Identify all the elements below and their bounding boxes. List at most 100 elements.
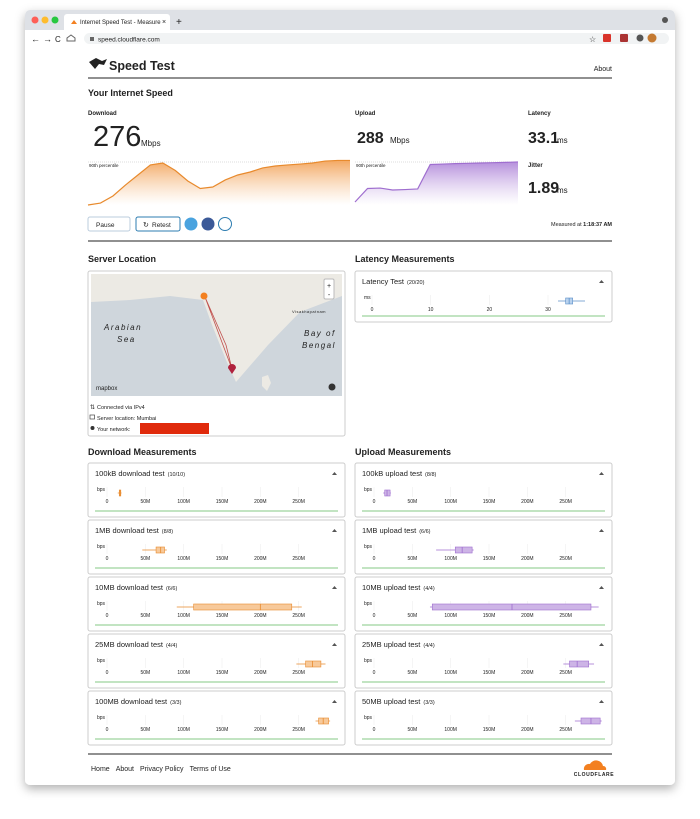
zoom-button[interactable] (51, 16, 59, 24)
reload[interactable]: C (55, 35, 61, 44)
address-bar[interactable] (84, 33, 669, 44)
tick-label: 0 (106, 499, 109, 505)
tick-label: 0 (106, 613, 109, 619)
tab-bar (25, 10, 675, 30)
collapse-toggle[interactable] (332, 586, 337, 589)
tick-label: 200M (521, 499, 534, 505)
browser-menu[interactable] (662, 17, 668, 23)
measurement-panel (354, 270, 613, 323)
tick-label: 0 (373, 727, 376, 733)
server-marker (200, 292, 208, 300)
box (193, 603, 293, 611)
info-icon: ⇅ (90, 405, 95, 411)
collapse-toggle[interactable] (332, 700, 337, 703)
panel-count: (20/20) (407, 280, 425, 286)
collapse-toggle[interactable] (599, 472, 604, 475)
axis-unit: bps (364, 601, 373, 607)
back[interactable]: ← (31, 34, 40, 44)
tick-label: 100M (177, 727, 190, 733)
collapse-toggle[interactable] (332, 472, 337, 475)
metric-unit: Mbps (390, 136, 410, 145)
profile[interactable] (647, 33, 657, 43)
footer-link[interactable]: Terms of Use (190, 766, 231, 773)
tick-label: 250M (559, 727, 572, 733)
collapse-toggle[interactable] (332, 529, 337, 532)
axis-unit: ms (364, 295, 371, 301)
zoom-in[interactable]: + (327, 283, 331, 290)
tick-label: 150M (216, 670, 229, 676)
metric-value: 33.1 (528, 130, 559, 147)
tick-label: 0 (373, 613, 376, 619)
collapse-toggle[interactable] (599, 643, 604, 646)
tick-label: 250M (559, 499, 572, 505)
zoom-control[interactable] (323, 278, 335, 300)
percentile-label: 90th percentile (89, 163, 119, 168)
footer-link[interactable]: Privacy Policy (140, 766, 184, 773)
measurement-panel (354, 519, 613, 575)
tick-label: 200M (521, 727, 534, 733)
close-button[interactable] (31, 16, 39, 24)
tick-label: 200M (521, 556, 534, 562)
tick-label: 200M (254, 727, 267, 733)
info-line: Connected via IPv4 (97, 405, 145, 411)
tick-label: 50M (407, 613, 417, 619)
tick-label: 250M (559, 556, 572, 562)
collapse-toggle[interactable] (332, 643, 337, 646)
collapse-toggle[interactable] (599, 586, 604, 589)
tab[interactable] (64, 14, 170, 30)
percentile-label: 90th percentile (356, 163, 386, 168)
metric-label: Download (88, 111, 117, 117)
metric-unit: ms (557, 186, 568, 195)
tick-label: 150M (483, 556, 496, 562)
zoom-out[interactable]: - (328, 292, 331, 299)
measurement-panel (87, 633, 346, 689)
footer-link[interactable]: About (116, 766, 134, 773)
forward[interactable]: → (43, 34, 52, 44)
tick-label: 50M (140, 499, 150, 505)
metric-label: Jitter (528, 163, 543, 169)
axis-unit: bps (364, 658, 373, 664)
tab-icon (71, 20, 77, 24)
about-link[interactable]: About (594, 66, 612, 73)
panel-count: (3/3) (170, 700, 181, 706)
map-info[interactable] (328, 383, 336, 391)
share[interactable] (218, 217, 232, 231)
panel-title: 50MB upload test (362, 697, 421, 706)
metric-unit: Mbps (141, 139, 161, 148)
axis-unit: bps (97, 601, 106, 607)
panel-title: 1MB download test (95, 526, 160, 535)
tab-close[interactable]: × (162, 19, 166, 26)
tick-label: 100M (177, 613, 190, 619)
facebook-share[interactable] (201, 217, 215, 231)
minimize-button[interactable] (41, 16, 49, 24)
map-label: Bay of (304, 329, 336, 338)
footer-link[interactable]: Home (91, 766, 110, 773)
retest-label: Retest (152, 222, 171, 229)
extension[interactable] (620, 34, 628, 42)
info-line: Server location: Mumbai (97, 416, 156, 422)
new-tab[interactable]: + (176, 17, 182, 28)
tick-label: 150M (216, 499, 229, 505)
metric-label: Latency (528, 111, 551, 117)
tick-label: 100M (444, 613, 457, 619)
tick-label: 200M (254, 499, 267, 505)
extension[interactable] (603, 34, 611, 42)
collapse-toggle[interactable] (599, 280, 604, 283)
land (262, 375, 271, 391)
panel-title: 100MB download test (95, 697, 168, 706)
collapse-toggle[interactable] (599, 700, 604, 703)
tick-label: 200M (254, 670, 267, 676)
home[interactable] (66, 34, 76, 42)
panel-count: (6/6) (419, 529, 430, 535)
collapse-toggle[interactable] (599, 529, 604, 532)
measured-label: Measured at (551, 222, 582, 228)
retest-button[interactable] (135, 216, 181, 232)
twitter-share[interactable] (184, 217, 198, 231)
bookmark[interactable]: ☆ (589, 35, 596, 44)
tick-label: 150M (216, 556, 229, 562)
extension[interactable] (636, 34, 644, 42)
tick-label: 200M (521, 670, 534, 676)
tick-label: 150M (216, 727, 229, 733)
panel-title: 25MB download test (95, 640, 164, 649)
pause-button[interactable] (87, 216, 131, 232)
